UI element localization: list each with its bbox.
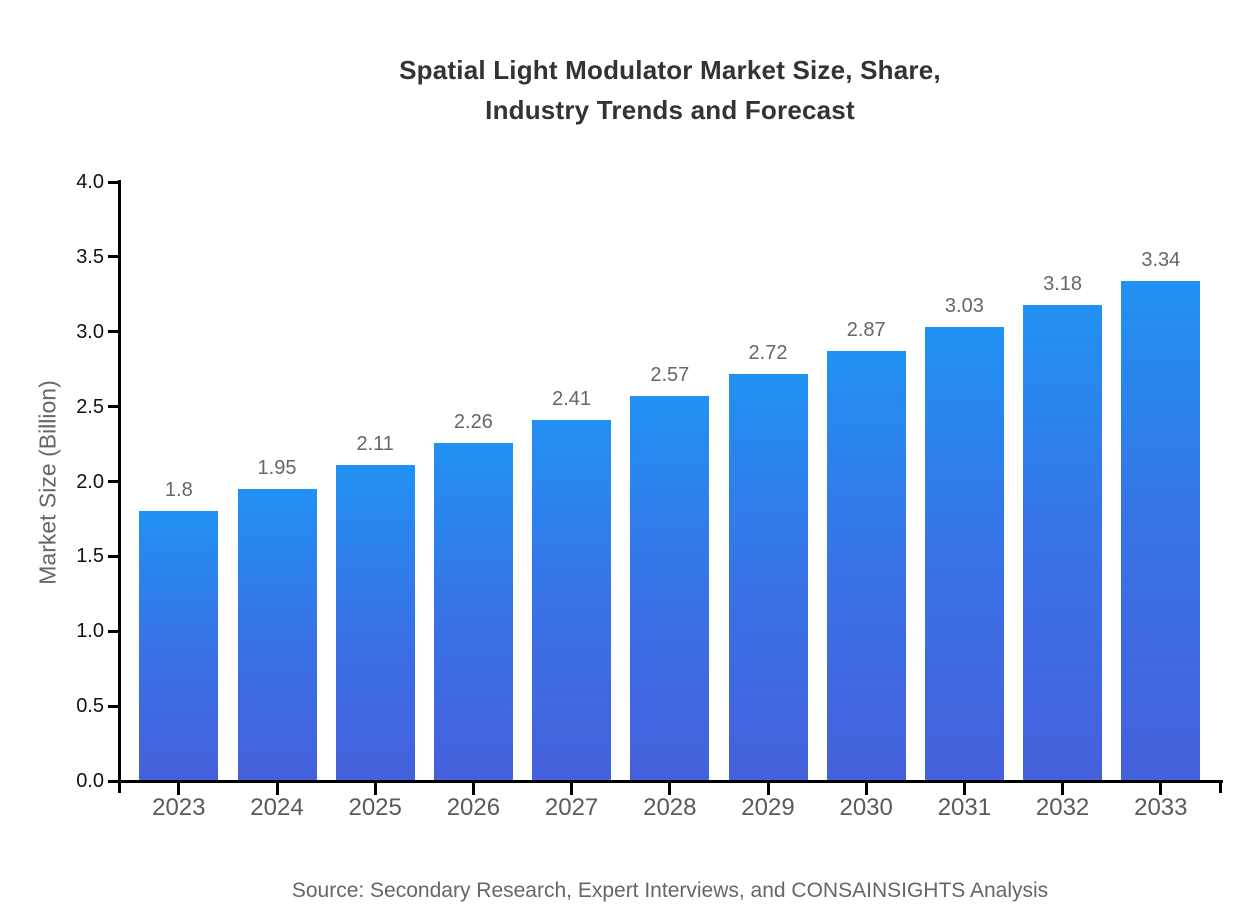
y-tick — [108, 480, 120, 483]
bar — [532, 420, 612, 780]
bar-value-label: 3.18 — [1043, 272, 1083, 295]
chart-title-line-2: Industry Trends and Forecast — [485, 95, 855, 125]
x-tick — [668, 783, 672, 795]
bar-value-label: 2.87 — [846, 319, 886, 342]
bar — [728, 373, 808, 780]
bar-value-label: 2.41 — [552, 388, 592, 411]
x-tick-label: 2030 — [839, 794, 893, 821]
x-tick-label: 2026 — [446, 794, 501, 821]
y-tick — [108, 554, 120, 558]
y-tick-label: 0.5 — [76, 695, 104, 718]
y-tick — [108, 255, 120, 259]
bar — [433, 442, 513, 780]
bar — [335, 465, 415, 780]
x-tick-label: 2024 — [250, 794, 304, 821]
y-tick-label: 2.0 — [76, 470, 104, 493]
x-tick-label: 2025 — [348, 794, 402, 821]
x-tick-label: 2028 — [643, 794, 697, 821]
x-tick-label: 2023 — [152, 794, 206, 821]
y-tick — [108, 180, 120, 184]
bar-value-label: 1.95 — [257, 456, 297, 479]
bar — [237, 488, 317, 780]
x-tick — [962, 783, 966, 795]
x-tick — [275, 783, 279, 795]
y-tick-label: 3.0 — [76, 320, 104, 343]
bar — [1023, 304, 1103, 780]
x-tick — [864, 783, 868, 795]
y-tick-label: 4.0 — [76, 171, 104, 193]
y-tick — [108, 704, 120, 708]
x-tick — [471, 783, 475, 795]
bar-value-label: 2.57 — [650, 364, 690, 387]
y-tick-label: 3.5 — [76, 245, 104, 268]
bar-value-label: 2.26 — [453, 410, 493, 433]
bar — [630, 396, 710, 780]
y-tick-label: 0.0 — [76, 770, 104, 792]
bar — [924, 327, 1004, 780]
y-tick — [108, 330, 120, 334]
x-tick — [570, 783, 574, 795]
bar — [1121, 280, 1201, 780]
bar-value-label: 2.11 — [356, 433, 394, 456]
y-axis-line — [118, 180, 121, 793]
x-tick — [373, 783, 377, 795]
y-tick — [108, 779, 120, 783]
bar-value-label: 1.8 — [164, 479, 193, 502]
x-tick — [177, 783, 181, 795]
bar — [139, 511, 219, 780]
chart-title-line-1: Spatial Light Modulator Market Size, Sha… — [399, 55, 941, 85]
y-tick — [108, 405, 120, 409]
y-tick — [108, 629, 120, 633]
source-caption: Source: Secondary Research, Expert Inter… — [291, 879, 1049, 902]
y-tick-label: 1.0 — [76, 620, 104, 643]
x-tick — [766, 783, 770, 795]
chart-title: Spatial Light Modulator Market Size, Sha… — [80, 50, 1260, 130]
x-tick-label: 2029 — [741, 794, 795, 821]
x-tick-label: 2031 — [937, 794, 992, 821]
x-tick-label: 2027 — [544, 794, 599, 821]
x-axis-end-tick — [1219, 780, 1222, 793]
bar — [826, 351, 906, 780]
y-tick-label: 2.5 — [76, 395, 104, 418]
x-tick-label: 2033 — [1134, 794, 1188, 821]
bar-value-label: 3.34 — [1141, 248, 1181, 271]
bar-value-label: 3.03 — [944, 295, 984, 318]
x-tick — [1061, 783, 1065, 795]
x-tick — [1159, 783, 1163, 795]
y-tick-label: 1.5 — [76, 545, 104, 568]
x-axis-line — [118, 780, 1223, 783]
x-tick-label: 2032 — [1035, 794, 1090, 821]
bar-value-label: 2.72 — [748, 341, 788, 364]
